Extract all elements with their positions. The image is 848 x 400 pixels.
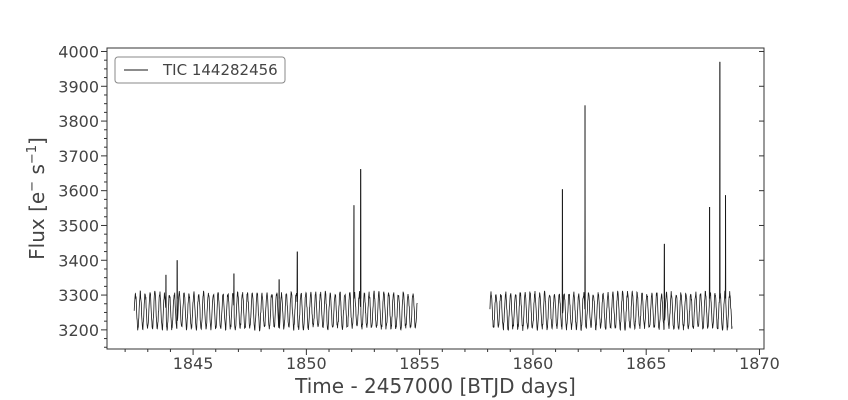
x-tick-label: 1865 xyxy=(626,354,667,373)
series-line-segment-2 xyxy=(489,61,733,332)
y-tick-label: 3700 xyxy=(58,147,99,166)
y-tick-label: 3300 xyxy=(58,286,99,305)
series-layer xyxy=(133,61,733,332)
y-tick-label: 3600 xyxy=(58,182,99,201)
y-tick-label: 3800 xyxy=(58,112,99,131)
y-label-sup2: −1 xyxy=(25,145,40,164)
y-tick-label: 3400 xyxy=(58,251,99,270)
y-axis: 3200 3300 3400 3500 3600 3700 3800 3900 4000 xyxy=(58,42,764,348)
x-axis-label: Time - 2457000 [BTJD days] xyxy=(294,374,576,398)
svg-text:Flux [e− s−1]: Flux [e− s−1] xyxy=(25,137,49,260)
plot-frame xyxy=(106,47,765,350)
x-tick-label: 1845 xyxy=(173,354,214,373)
legend-label: TIC 144282456 xyxy=(162,61,278,79)
x-tick-label: 1855 xyxy=(399,354,440,373)
x-tick-label: 1870 xyxy=(739,354,780,373)
y-tick-label: 3500 xyxy=(58,216,99,235)
x-tick-label: 1860 xyxy=(513,354,554,373)
x-tick-label: 1850 xyxy=(286,354,327,373)
legend: TIC 144282456 xyxy=(114,56,286,84)
series-line-segment-1 xyxy=(133,169,418,332)
y-label-sup1: − xyxy=(25,181,40,192)
y-tick-label: 4000 xyxy=(58,42,99,61)
y-axis-label: Flux [e− s−1] xyxy=(25,137,49,260)
y-tick-label: 3200 xyxy=(58,321,99,340)
x-axis: 1845 1850 1855 1860 1865 1870 xyxy=(124,349,780,373)
y-tick-label: 3900 xyxy=(58,77,99,96)
legend-box xyxy=(114,56,286,84)
